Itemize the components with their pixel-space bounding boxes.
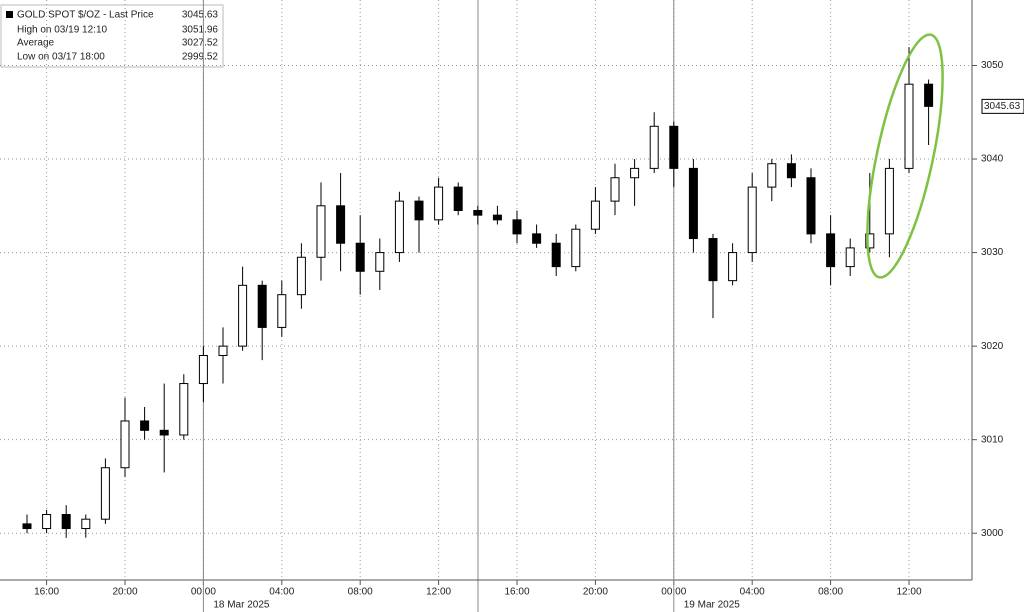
candle-body — [81, 518, 91, 530]
candle-body — [512, 219, 522, 235]
candle-body — [747, 186, 757, 254]
date-label: 19 Mar 2025 — [684, 600, 741, 611]
legend: GOLD SPOT $/OZ - Last Price 3045.63 High… — [0, 4, 224, 68]
x-tick-label: 08:00 — [818, 587, 843, 598]
x-tick-label: 04:00 — [740, 587, 765, 598]
y-tick-label: 3000 — [981, 528, 1004, 539]
y-tick-label: 3030 — [981, 247, 1004, 258]
candle-body — [865, 233, 875, 249]
candle-body — [904, 83, 914, 169]
candle-body — [61, 514, 71, 530]
legend-label: Average — [17, 38, 55, 49]
candle-body — [453, 186, 463, 211]
candle-body — [884, 167, 894, 235]
candle-body — [42, 514, 52, 530]
candle-body — [394, 200, 404, 254]
legend-label: Low on 03/17 18:00 — [17, 52, 105, 63]
candle-body — [218, 345, 228, 356]
candle-body — [375, 252, 385, 272]
candle-body — [826, 233, 836, 268]
x-tick-label: 04:00 — [269, 587, 294, 598]
candle-body — [708, 238, 718, 282]
x-tick-label: 16:00 — [504, 587, 529, 598]
x-tick-label: 16:00 — [34, 587, 59, 598]
candle-body — [649, 125, 659, 169]
y-tick-label: 3010 — [981, 434, 1004, 445]
candle-body — [100, 467, 110, 520]
x-tick-label: 12:00 — [426, 587, 451, 598]
candle-body — [296, 256, 306, 296]
candle-body — [414, 200, 424, 221]
legend-box — [0, 4, 224, 68]
y-tick-label: 3040 — [981, 154, 1004, 165]
candle-body — [630, 167, 640, 179]
candle-body — [434, 186, 444, 221]
legend-value: 3027.52 — [182, 38, 219, 49]
last-price-label: 3045.63 — [984, 101, 1021, 112]
candle-body — [473, 209, 483, 216]
candle-body — [22, 523, 32, 530]
legend-swatch — [6, 11, 13, 18]
candle-body — [786, 163, 796, 179]
highlight-ellipse — [866, 33, 944, 279]
y-tick-label: 3020 — [981, 341, 1004, 352]
candle-body — [728, 252, 738, 282]
candle-body — [924, 83, 934, 107]
legend-title: GOLD SPOT $/OZ - Last Price — [17, 10, 154, 21]
y-tick-label: 3050 — [981, 60, 1004, 71]
candle-body — [669, 125, 679, 169]
candle-body — [767, 163, 777, 188]
candle-body — [120, 420, 130, 469]
candle-body — [492, 214, 502, 221]
legend-value: 2999.52 — [182, 52, 219, 63]
candle-body — [198, 354, 208, 385]
candle-body — [590, 200, 600, 230]
candle-body — [159, 429, 169, 436]
candle-body — [610, 177, 620, 202]
candle-body — [845, 247, 855, 268]
candle-body — [257, 284, 267, 328]
candle-body — [179, 383, 189, 436]
candle-body — [277, 294, 287, 328]
candle-body — [336, 205, 346, 244]
legend-value: 3051.96 — [182, 25, 219, 36]
candle-body — [551, 242, 561, 268]
candle-body — [688, 167, 698, 240]
x-tick-label: 12:00 — [896, 587, 921, 598]
candle-body — [571, 228, 581, 268]
candle-body — [238, 284, 248, 347]
candle-body — [532, 233, 542, 244]
candle-body — [140, 420, 150, 431]
candle-body — [355, 242, 365, 272]
legend-value: 3045.63 — [182, 10, 219, 21]
x-tick-label: 20:00 — [112, 587, 137, 598]
candle-body — [806, 177, 816, 235]
x-tick-label: 20:00 — [583, 587, 608, 598]
candle-body — [316, 205, 326, 258]
date-label: 18 Mar 2025 — [213, 600, 270, 611]
legend-label: High on 03/19 12:10 — [17, 25, 108, 36]
last-price-box — [981, 98, 1024, 114]
x-tick-label: 08:00 — [348, 587, 373, 598]
